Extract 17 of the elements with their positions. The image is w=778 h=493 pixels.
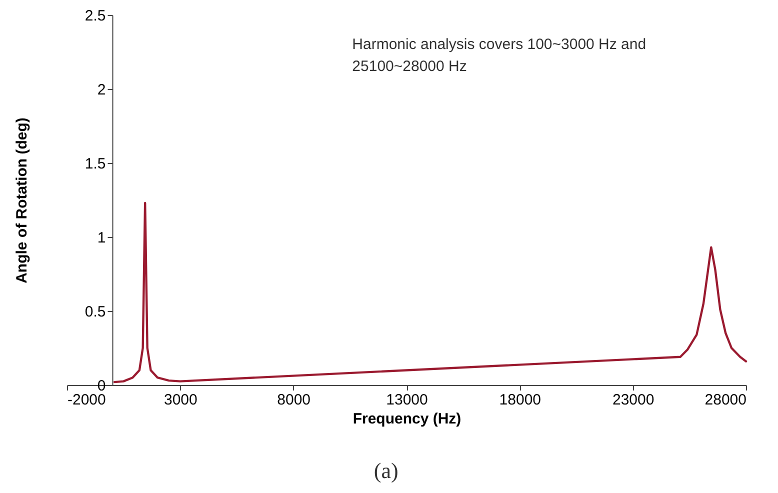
- y-axis-title: Angle of Rotation (deg): [14, 118, 31, 284]
- x-tick-label: 8000: [277, 392, 311, 408]
- text: (a): [374, 458, 398, 483]
- x-tick-label: 18000: [499, 392, 542, 408]
- y-tick-label: 2.5: [84, 8, 106, 24]
- y-tick-label: 1: [97, 230, 106, 246]
- annotation: Harmonic analysis covers 100~3000 Hz and 25100~28000 Hz: [352, 36, 646, 75]
- y-tick-label: 1.5: [84, 156, 106, 172]
- line-series: [113, 202, 748, 384]
- y-tick-label: 0.5: [84, 304, 106, 320]
- x-tick-label: 23000: [612, 392, 654, 408]
- x-tick-label: 13000: [386, 392, 428, 408]
- y-tick-label: 2: [97, 82, 106, 98]
- x-tick-label: 28000: [704, 392, 746, 408]
- x-tick-label: 3000: [164, 392, 198, 408]
- x-tick-label: -2000: [68, 392, 106, 408]
- x-axis-title: Frequency (Hz): [352, 410, 462, 428]
